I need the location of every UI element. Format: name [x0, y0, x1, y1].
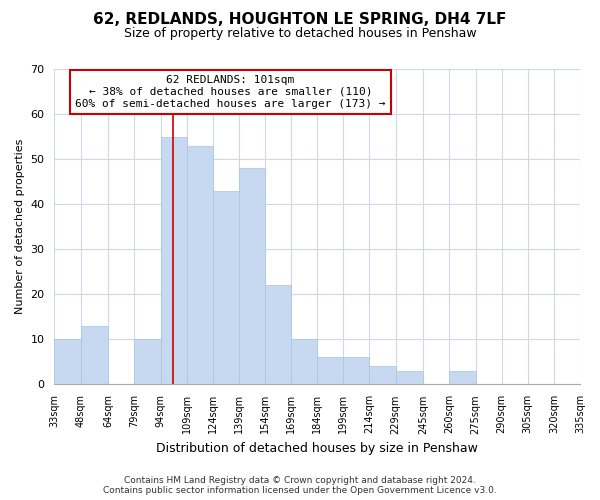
- Bar: [80, 326, 109, 384]
- Text: Size of property relative to detached houses in Penshaw: Size of property relative to detached ho…: [124, 28, 476, 40]
- Text: Contains HM Land Registry data © Crown copyright and database right 2024.
Contai: Contains HM Land Registry data © Crown c…: [103, 476, 497, 495]
- Bar: [161, 136, 187, 384]
- Text: 62 REDLANDS: 101sqm
← 38% of detached houses are smaller (110)
60% of semi-detac: 62 REDLANDS: 101sqm ← 38% of detached ho…: [75, 76, 386, 108]
- Bar: [239, 168, 265, 384]
- Bar: [187, 146, 213, 384]
- Bar: [291, 340, 317, 384]
- Bar: [213, 190, 239, 384]
- Bar: [343, 358, 370, 384]
- X-axis label: Distribution of detached houses by size in Penshaw: Distribution of detached houses by size …: [156, 442, 478, 455]
- Bar: [370, 366, 395, 384]
- Bar: [55, 340, 80, 384]
- Bar: [449, 371, 476, 384]
- Bar: [317, 358, 343, 384]
- Bar: [134, 340, 161, 384]
- Bar: [395, 371, 424, 384]
- Text: 62, REDLANDS, HOUGHTON LE SPRING, DH4 7LF: 62, REDLANDS, HOUGHTON LE SPRING, DH4 7L…: [94, 12, 506, 28]
- Bar: [265, 286, 291, 384]
- Y-axis label: Number of detached properties: Number of detached properties: [15, 139, 25, 314]
